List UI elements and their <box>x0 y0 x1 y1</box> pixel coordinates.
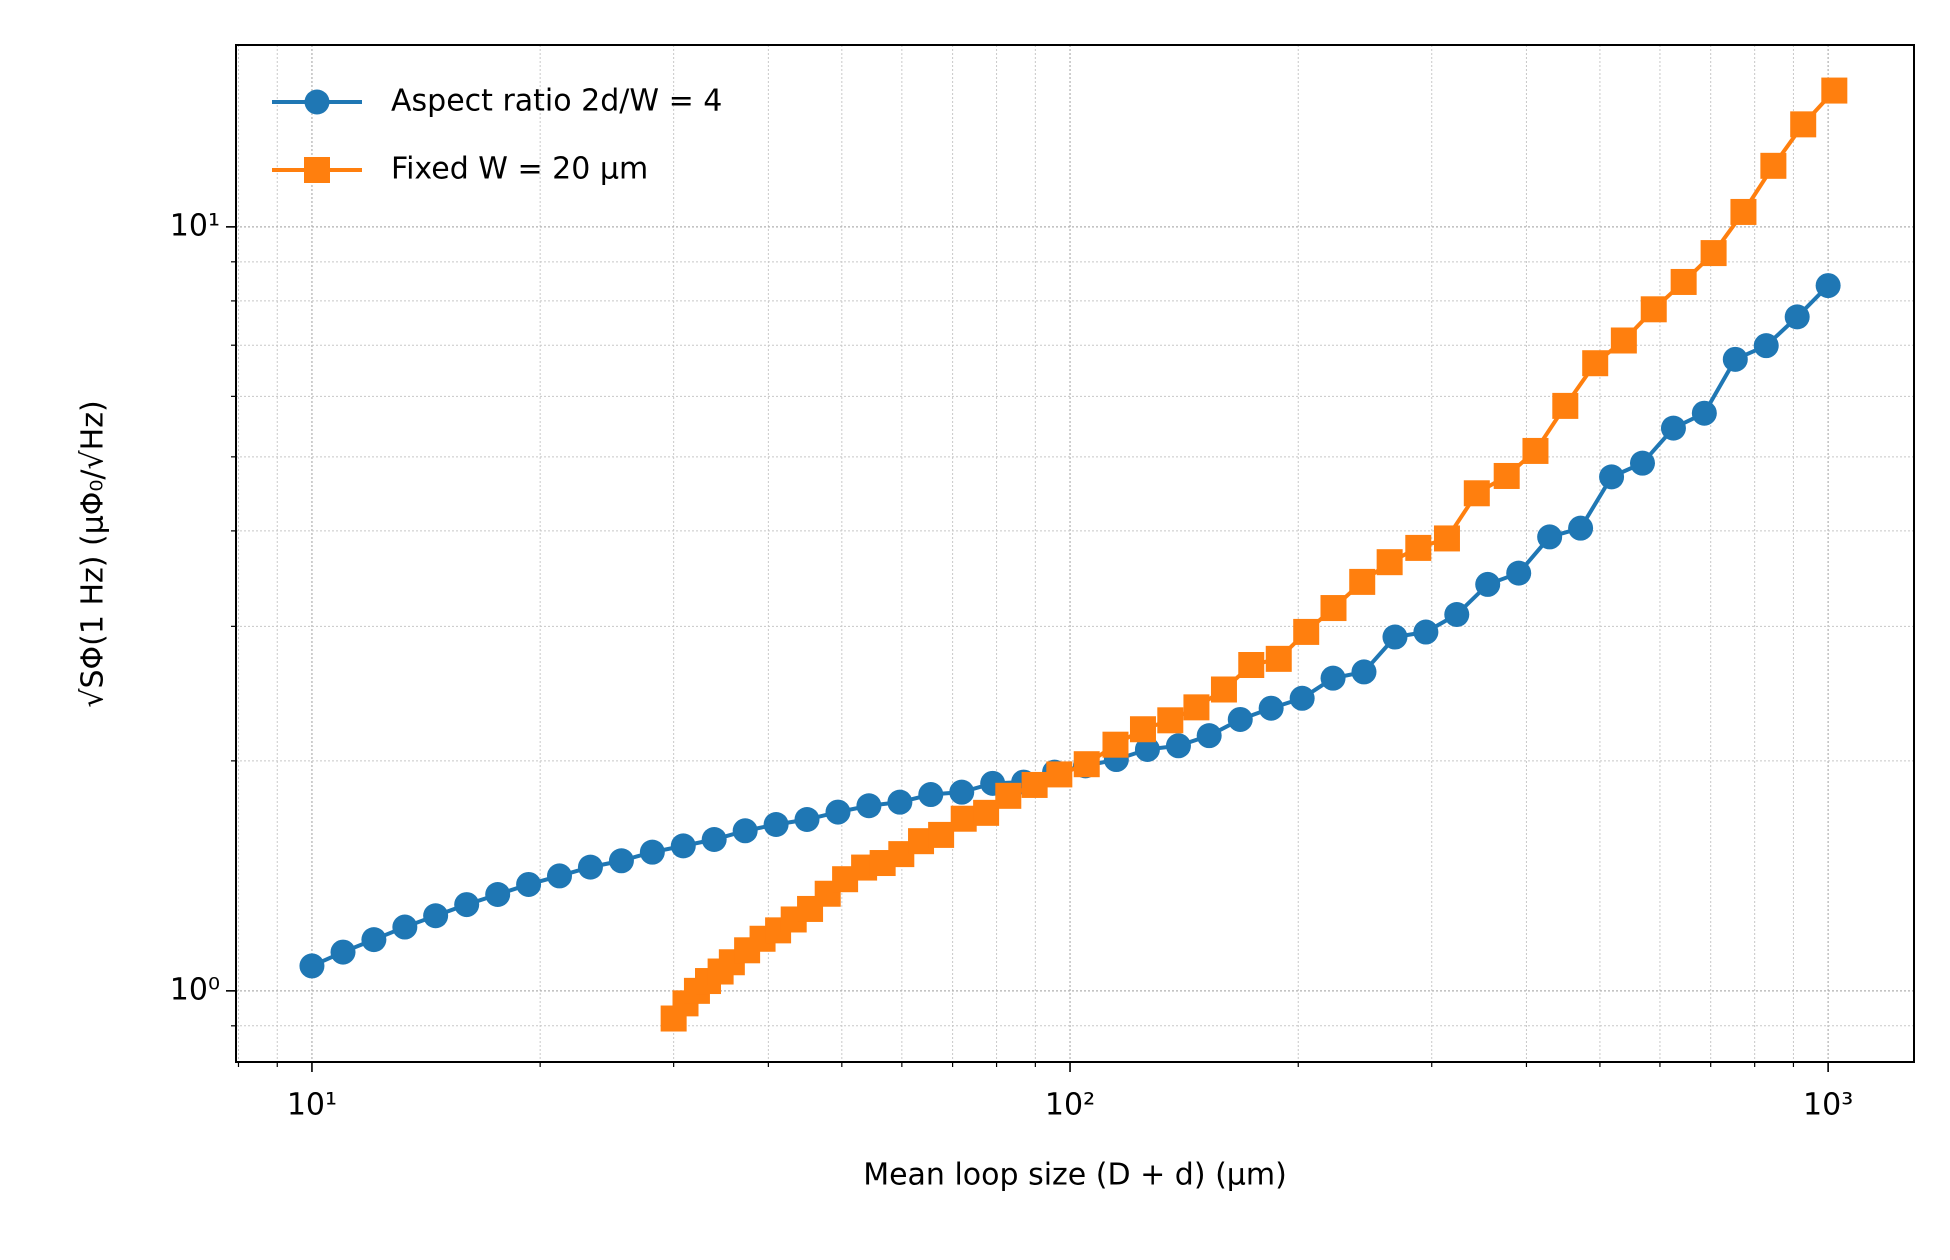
legend-label: Aspect ratio 2d/W = 4 <box>391 84 722 119</box>
marker <box>928 821 955 848</box>
marker <box>1582 350 1609 377</box>
marker <box>1376 549 1403 576</box>
marker <box>1599 464 1625 490</box>
marker <box>918 782 944 808</box>
x-tick-label: 10¹ <box>287 1088 337 1123</box>
marker <box>1722 346 1748 372</box>
marker <box>1129 716 1156 743</box>
marker <box>1790 111 1817 138</box>
marker <box>1815 273 1841 299</box>
marker <box>1102 731 1129 758</box>
legend: Aspect ratio 2d/W = 4 Fixed W = 20 μm <box>272 84 722 187</box>
marker <box>1349 568 1376 595</box>
marker <box>1210 676 1237 703</box>
marker <box>1238 652 1265 679</box>
marker <box>1610 327 1637 354</box>
marker <box>1660 415 1686 441</box>
marker <box>485 881 511 907</box>
marker <box>1433 525 1460 552</box>
marker <box>973 799 1000 826</box>
marker <box>1753 333 1779 359</box>
marker <box>1552 392 1579 419</box>
marker <box>763 811 789 837</box>
marker <box>1537 524 1563 550</box>
x-tick-label: 10³ <box>1803 1088 1853 1123</box>
marker <box>1258 695 1284 721</box>
marker <box>304 89 330 115</box>
marker <box>361 927 387 953</box>
marker <box>1021 771 1048 798</box>
marker <box>1463 480 1490 507</box>
marker <box>1289 685 1315 711</box>
marker <box>1320 665 1346 691</box>
marker <box>1629 450 1655 476</box>
marker <box>1506 560 1532 586</box>
marker <box>1670 268 1697 295</box>
marker <box>794 807 820 833</box>
marker <box>1640 296 1667 323</box>
marker <box>1157 707 1184 734</box>
marker <box>1413 619 1439 645</box>
plot-area <box>299 77 1848 1032</box>
marker <box>950 805 977 832</box>
marker <box>454 892 480 918</box>
marker <box>608 848 634 874</box>
marker <box>670 833 696 859</box>
axes-frame <box>235 44 1915 1063</box>
x-tick-label: 10² <box>1045 1088 1095 1123</box>
marker <box>825 799 851 825</box>
marker <box>1568 515 1594 541</box>
marker <box>516 871 542 897</box>
marker <box>995 782 1022 809</box>
marker <box>392 914 418 940</box>
marker <box>1522 437 1549 464</box>
marker <box>1320 595 1347 622</box>
marker <box>1293 618 1320 645</box>
marker <box>1475 571 1501 597</box>
marker <box>732 818 758 844</box>
y-axis-label: √SΦ(1 Hz) (μΦ₀/√Hz) <box>76 400 111 707</box>
marker <box>949 779 975 805</box>
marker <box>1821 77 1848 104</box>
marker <box>639 839 665 865</box>
marker <box>1493 462 1520 489</box>
marker <box>1227 706 1253 732</box>
marker <box>1784 304 1810 330</box>
marker <box>1196 723 1222 749</box>
marker <box>423 903 449 929</box>
marker <box>1444 601 1470 627</box>
marker <box>304 157 330 183</box>
marker <box>701 827 727 853</box>
marker <box>577 854 603 880</box>
marker <box>1134 736 1160 762</box>
marker <box>1730 198 1757 225</box>
marker <box>887 789 913 815</box>
marker <box>1405 534 1432 561</box>
marker <box>1351 659 1377 685</box>
marker <box>1183 694 1210 721</box>
marker <box>1165 733 1191 759</box>
axes: 10¹ 10² 10³ 10⁰ 10¹ <box>170 208 1853 1122</box>
x-axis-label: Mean loop size (D + d) (μm) <box>863 1158 1287 1193</box>
marker <box>856 793 882 819</box>
marker <box>1700 240 1727 267</box>
marker <box>299 953 325 979</box>
y-tick-label: 10¹ <box>170 208 220 243</box>
legend-label: Fixed W = 20 μm <box>391 152 648 187</box>
marker <box>1265 645 1292 672</box>
marker <box>1382 624 1408 650</box>
marker <box>546 863 572 889</box>
y-tick-label: 10⁰ <box>170 972 220 1007</box>
marker <box>1760 152 1787 179</box>
marker <box>1073 751 1100 778</box>
marker <box>330 939 356 965</box>
marker <box>1046 761 1073 788</box>
marker <box>1691 400 1717 426</box>
